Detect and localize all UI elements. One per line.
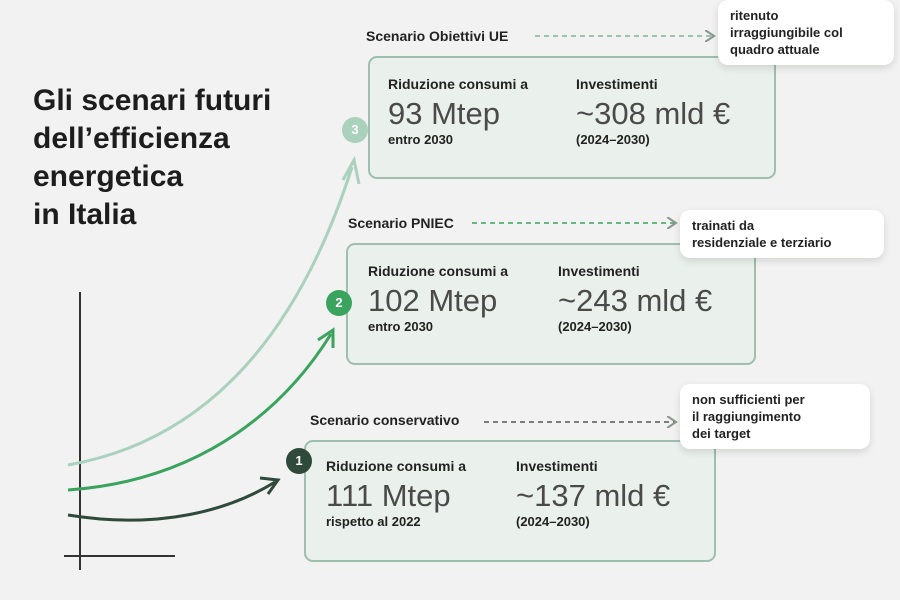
reduction-value: 93 Mtep bbox=[388, 96, 501, 131]
arrowhead-pniec bbox=[317, 327, 335, 348]
investment-block: Investimenti ~137 mld € (2024–2030) bbox=[516, 458, 671, 529]
scenario-conservativo-label: Scenario conservativo bbox=[310, 412, 460, 428]
investment-value: ~137 mld € bbox=[516, 478, 671, 513]
scenario-ue-note: ritenuto irraggiungibile col quadro attu… bbox=[718, 0, 894, 65]
curve-ue bbox=[67, 166, 354, 467]
scenario-pniec-badge: 2 bbox=[326, 290, 352, 316]
curve-conservativo bbox=[67, 480, 276, 522]
scenario-ue-label: Scenario Obiettivi UE bbox=[366, 28, 509, 44]
scenario-ue-badge: 3 bbox=[342, 117, 368, 143]
investment-block: Investimenti ~308 mld € (2024–2030) bbox=[576, 76, 731, 147]
investment-value: ~308 mld € bbox=[576, 96, 731, 131]
arrowhead-ue bbox=[341, 155, 361, 185]
reduction-block: Riduzione consumi a 102 Mtep entro 2030 bbox=[368, 263, 509, 334]
scenario-pniec-label: Scenario PNIEC bbox=[348, 215, 454, 231]
scenario-conservativo-badge: 1 bbox=[286, 448, 312, 474]
page-title: Gli scenari futuri dell’efficienza energ… bbox=[33, 84, 272, 231]
curve-pniec bbox=[67, 333, 333, 492]
scenario-pniec-card: Riduzione consumi a 102 Mtep entro 2030 … bbox=[346, 243, 756, 365]
scenario-ue-card: Riduzione consumi a 93 Mtep entro 2030 I… bbox=[368, 56, 776, 179]
reduction-block: Riduzione consumi a 93 Mtep entro 2030 bbox=[388, 76, 529, 147]
investment-value: ~243 mld € bbox=[558, 283, 713, 318]
scenario-pniec-note: trainati da residenziale e terziario bbox=[680, 210, 884, 258]
reduction-value: 102 Mtep bbox=[368, 283, 498, 318]
scenario-conservativo-note: non sufficienti per il raggiungimento de… bbox=[680, 384, 870, 449]
scenario-conservativo-card: Riduzione consumi a 111 Mtep rispetto al… bbox=[304, 440, 716, 562]
investment-block: Investimenti ~243 mld € (2024–2030) bbox=[558, 263, 713, 334]
reduction-value: 111 Mtep bbox=[326, 478, 451, 513]
arrowhead-conservativo bbox=[259, 476, 281, 495]
reduction-block: Riduzione consumi a 111 Mtep rispetto al… bbox=[326, 458, 467, 529]
